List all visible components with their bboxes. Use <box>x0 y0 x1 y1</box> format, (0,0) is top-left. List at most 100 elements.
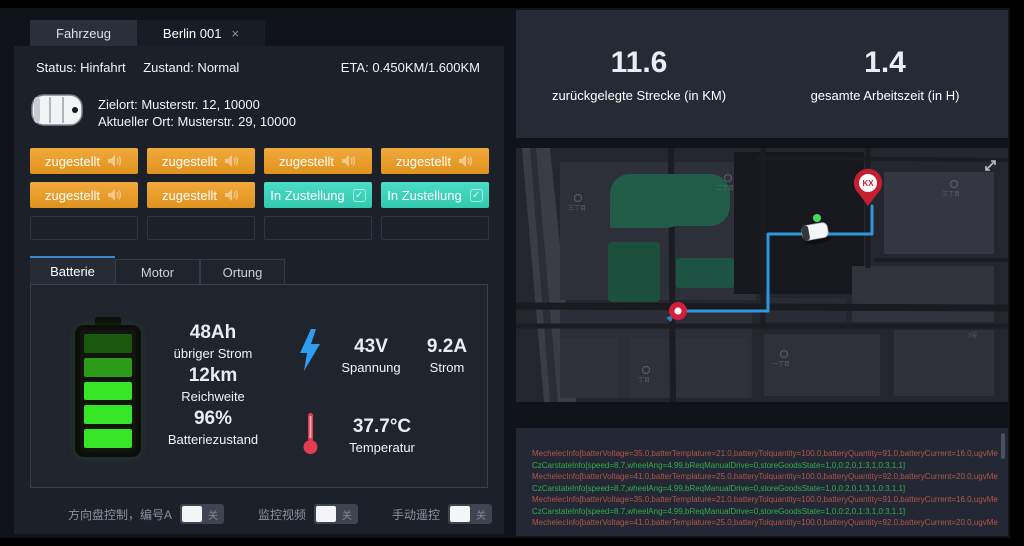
temperature-block: 37.7°C Temperatur <box>327 415 437 458</box>
svg-text:三丁目: 三丁目 <box>568 205 586 212</box>
steering-control-label: 方向盘控制，编号A <box>67 507 172 522</box>
health-label: Batteriezustand <box>167 432 259 447</box>
tab-label: Motor <box>140 264 175 280</box>
slot-button-3[interactable]: zugestellt <box>264 148 372 174</box>
log-line: MechelecInfo[batterVoltage=41.0,batterTe… <box>532 518 998 527</box>
speaker-icon <box>341 155 357 167</box>
steering-control-toggle[interactable]: 关 <box>179 504 224 524</box>
health-value: 96% <box>193 408 233 429</box>
distance-label: zurückgelegte Strecke (in KM) <box>551 88 727 103</box>
manual-remote-group: 手动遥控 关 <box>392 504 492 524</box>
current-value: 9.2A <box>426 336 468 357</box>
range-label: Reichweite <box>181 389 245 404</box>
window-tab-bar: Fahrzeug Berlin 001 × <box>14 10 504 46</box>
speaker-icon <box>224 189 240 201</box>
toggle-state: 关 <box>341 510 352 522</box>
voltage-block: 43V Spannung <box>331 335 411 378</box>
svg-text:一丁目: 一丁目 <box>772 361 790 368</box>
destination-text: Zielort: Musterstr. 12, 10000 <box>98 96 260 112</box>
close-icon[interactable]: × <box>231 25 240 41</box>
vehicle-marker <box>801 222 832 245</box>
current-label: Strom <box>429 360 465 375</box>
slot-button-2[interactable]: zugestellt <box>147 148 255 174</box>
toggle-knob <box>181 506 202 522</box>
destination-pin: KX <box>854 168 882 206</box>
toggle-state: 关 <box>207 510 218 522</box>
temperature-label: Temperatur <box>349 440 415 455</box>
lightning-icon <box>299 329 321 376</box>
worktime-stat: 1.4 gesamte Arbeitszeit (in H) <box>762 46 1008 138</box>
slot-button-6[interactable]: zugestellt <box>147 182 255 208</box>
tab-batterie[interactable]: Batterie <box>30 256 115 284</box>
svg-text:丁目: 丁目 <box>638 377 650 384</box>
slot-button-1[interactable]: zugestellt <box>30 148 138 174</box>
slot-empty-12[interactable] <box>381 216 489 240</box>
log-line: CzCarstateInfo[speed=8.7,wheelAng=4.99,b… <box>532 506 906 516</box>
manual-remote-toggle[interactable]: 关 <box>448 504 492 524</box>
checkbox-icon: ✓ <box>352 188 366 202</box>
capacity-value: 48Ah <box>189 322 237 343</box>
temperature-value: 37.7°C <box>352 416 412 437</box>
voltage-value: 43V <box>354 336 388 357</box>
slot-button-8[interactable]: In Zustellung ✓ <box>381 182 489 208</box>
map-canvas: 三丁目 二丁目 三丁目 一丁目 7号 丁目 <box>516 148 1008 402</box>
toggle-state: 关 <box>476 510 486 522</box>
slot-button-7[interactable]: In Zustellung ✓ <box>264 182 372 208</box>
route-map[interactable]: 三丁目 二丁目 三丁目 一丁目 7号 丁目 <box>516 148 1008 402</box>
slot-empty-10[interactable] <box>147 216 255 240</box>
tab-label: Berlin 001 <box>162 25 222 41</box>
slot-empty-9[interactable] <box>30 216 138 240</box>
vehicle-condition: Zustand: Normal <box>143 60 240 75</box>
worktime-value: 1.4 <box>864 46 906 79</box>
tab-label: Batterie <box>50 263 95 279</box>
log-scrollbar[interactable] <box>1001 433 1005 459</box>
log-line: CzCarstateInfo[speed=8.7,wheelAng=4.99,b… <box>532 460 906 470</box>
checkbox-icon: ✓ <box>469 188 483 202</box>
tab-berlin-001[interactable]: Berlin 001 × <box>136 20 266 46</box>
range-value: 12km <box>188 365 238 386</box>
route-start-marker <box>669 302 687 320</box>
video-monitor-toggle[interactable]: 关 <box>313 504 358 524</box>
log-line: MechelecInfo[batterVoltage=35.0,batterTe… <box>532 449 998 458</box>
tab-motor[interactable]: Motor <box>115 259 200 284</box>
distance-value: 11.6 <box>610 46 668 79</box>
battery-level-icon <box>75 317 141 457</box>
trip-status: Status: Hinfahrt <box>36 60 126 75</box>
slot-button-4[interactable]: zugestellt <box>381 148 489 174</box>
worktime-label: gesamte Arbeitszeit (in H) <box>810 88 960 103</box>
parcel-slot-grid: zugestellt zugestellt zugestellt zugeste… <box>14 134 504 240</box>
telemetry-log[interactable]: MechelecInfo[batterVoltage=35.0,batterTe… <box>516 428 1008 536</box>
speaker-icon <box>107 189 123 201</box>
manual-remote-label: 手动遥控 <box>391 507 440 522</box>
speaker-icon <box>224 155 240 167</box>
svg-text:二丁目: 二丁目 <box>716 185 734 192</box>
video-monitor-label: 监控视频 <box>257 507 306 522</box>
status-row: Status: Hinfahrt Zustand: Normal ETA: 0.… <box>14 46 504 75</box>
route-path <box>676 204 874 313</box>
status-texts: Status: Hinfahrt Zustand: Normal <box>36 60 253 75</box>
slot-empty-11[interactable] <box>264 216 372 240</box>
current-location-text: Aktueller Ort: Musterstr. 29, 10000 <box>98 113 296 129</box>
thermometer-icon <box>303 411 319 460</box>
battery-readouts: 48Ah übriger Strom 12km Reichweite 96% B… <box>143 321 283 450</box>
battery-detail-panel: 48Ah übriger Strom 12km Reichweite 96% B… <box>30 284 488 488</box>
map-street-labels: 三丁目 二丁目 三丁目 一丁目 7号 丁目 <box>568 174 977 384</box>
slot-button-5[interactable]: zugestellt <box>30 182 138 208</box>
slot-label: zugestellt <box>45 153 100 169</box>
vehicle-status-dot <box>813 214 821 222</box>
slot-label: zugestellt <box>45 187 100 203</box>
tab-label: Ortung <box>222 264 263 280</box>
slot-label: In Zustellung <box>387 187 462 203</box>
pin-logo-text: KX <box>862 179 874 188</box>
video-monitor-group: 监控视频 关 <box>258 504 358 524</box>
tab-ortung[interactable]: Ortung <box>200 259 285 284</box>
eta-text: ETA: 0.450KM/1.600KM <box>340 60 480 75</box>
map-expand-icon[interactable] <box>985 160 996 171</box>
voltage-label: Spannung <box>341 360 401 375</box>
distance-stat: 11.6 zurückgelegte Strecke (in KM) <box>516 46 762 138</box>
tab-fahrzeug[interactable]: Fahrzeug <box>30 20 137 46</box>
vehicle-panel: Fahrzeug Berlin 001 × Status: Hinfahrt Z… <box>14 10 504 534</box>
log-line: CzCarstateInfo[speed=8.7,wheelAng=4.99,b… <box>532 483 906 493</box>
toggle-knob <box>450 506 470 522</box>
vehicle-detail-sheet: Status: Hinfahrt Zustand: Normal ETA: 0.… <box>14 46 504 534</box>
